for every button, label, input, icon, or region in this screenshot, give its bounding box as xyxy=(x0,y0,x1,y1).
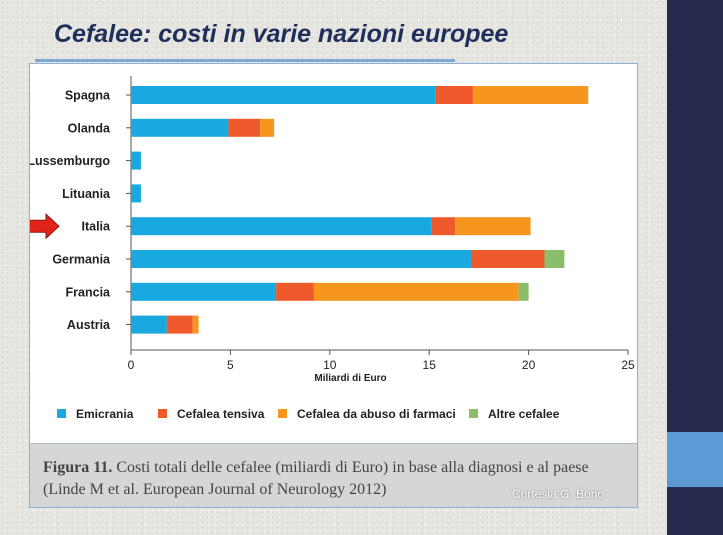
bar-segment-emicrania xyxy=(131,86,436,104)
bar-segment-cefalea-tensiva xyxy=(470,250,545,268)
legend-label: Cefalea tensiva xyxy=(177,407,265,421)
slide-title: Cefalee: costi in varie nazioni europee xyxy=(54,20,509,48)
bar-segment-altre-cefalee xyxy=(544,250,565,268)
caption-band xyxy=(30,443,637,507)
category-label: Germania xyxy=(52,253,111,267)
legend-label: Altre cefalee xyxy=(488,407,560,421)
title-underline xyxy=(35,59,455,62)
bar-segment-cefalea-da-abuso-di-farmaci xyxy=(455,217,531,236)
bar-segment-cefalea-tensiva xyxy=(435,86,473,104)
category-label: Italia xyxy=(82,220,112,234)
legend-swatch xyxy=(278,409,287,418)
x-tick-label: 10 xyxy=(323,358,337,372)
bar-segment-cefalea-da-abuso-di-farmaci xyxy=(192,315,199,334)
legend-label: Emicrania xyxy=(76,407,134,421)
category-label: Lituania xyxy=(62,187,111,201)
legend-swatch xyxy=(57,409,66,418)
legend-swatch xyxy=(469,409,478,418)
category-label: Olanda xyxy=(68,121,111,135)
bar-segment-emicrania xyxy=(131,250,471,268)
right-accent-block xyxy=(667,432,723,487)
figure-panel: Spagna Olanda Lussemburgo Lituania Italia Ger… xyxy=(29,63,638,508)
credit-text: Cortesia G. Bono xyxy=(512,487,605,501)
legend-label: Cefalea da abuso di farmaci xyxy=(297,407,456,421)
x-tick-label: 25 xyxy=(621,358,635,372)
category-label: Austria xyxy=(67,318,111,332)
right-arrow-icon xyxy=(30,213,60,240)
category-label: Francia xyxy=(66,285,112,299)
bar-segment-cefalea-tensiva xyxy=(431,217,456,236)
x-tick-label: 15 xyxy=(423,358,437,372)
x-tick-label: 5 xyxy=(227,358,234,372)
caption-label: Figura 11. xyxy=(43,459,113,476)
stacked-bar-chart: Spagna Olanda Lussemburgo Lituania Italia Ger… xyxy=(30,76,635,421)
bar-segment-cefalea-tensiva xyxy=(228,118,261,137)
bar-segment-cefalea-tensiva xyxy=(276,282,314,301)
bar-segment-cefalea-da-abuso-di-farmaci xyxy=(472,86,589,104)
bar-segment-cefalea-da-abuso-di-farmaci xyxy=(260,118,275,137)
bar-segment-emicrania xyxy=(131,217,432,236)
bar-segment-emicrania xyxy=(131,282,277,301)
bar-segment-emicrania xyxy=(131,184,141,203)
figure-caption: Figura 11. Costi totali delle cefalee (m… xyxy=(43,457,633,501)
x-tick-label: 0 xyxy=(128,358,135,372)
category-label: Lussemburgo xyxy=(30,154,110,168)
bar-segment-emicrania xyxy=(131,315,167,334)
x-tick-label: 20 xyxy=(522,358,536,372)
x-axis-title: Miliardi di Euro xyxy=(314,373,386,384)
bar-segment-cefalea-da-abuso-di-farmaci xyxy=(313,282,519,301)
bar-segment-cefalea-tensiva xyxy=(166,315,193,334)
caption-text: Costi totali delle cefalee (miliardi di … xyxy=(43,459,589,498)
bar-segment-altre-cefalee xyxy=(518,282,529,301)
bar-segment-emicrania xyxy=(131,118,229,137)
legend-swatch xyxy=(158,409,167,418)
bar-segment-emicrania xyxy=(131,151,141,170)
category-label: Spagna xyxy=(65,89,111,103)
